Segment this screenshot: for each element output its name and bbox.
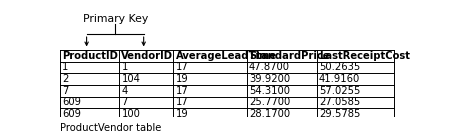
Text: ProductID: ProductID [62,51,118,61]
Text: 25.7700: 25.7700 [249,98,290,107]
Text: ProductVendor table: ProductVendor table [60,122,161,132]
Text: 1: 1 [121,62,128,72]
Text: Primary Key: Primary Key [83,14,148,24]
Text: 17: 17 [175,86,189,96]
Text: StandardPrice: StandardPrice [249,51,330,61]
Text: 19: 19 [175,74,189,84]
Text: 47.8700: 47.8700 [249,62,290,72]
Text: 50.2635: 50.2635 [319,62,360,72]
Text: 28.1700: 28.1700 [249,109,290,119]
Text: 7: 7 [62,86,69,96]
Text: 17: 17 [175,98,189,107]
Text: LastReceiptCost: LastReceiptCost [319,51,410,61]
Text: 4: 4 [121,86,128,96]
Text: 19: 19 [175,109,189,119]
Text: 609: 609 [62,98,81,107]
Text: 17: 17 [175,62,189,72]
Text: VendorID: VendorID [121,51,173,61]
Text: 100: 100 [121,109,140,119]
Text: 1: 1 [62,62,69,72]
Text: 54.3100: 54.3100 [249,86,290,96]
Text: 104: 104 [121,74,140,84]
Text: 7: 7 [121,98,128,107]
Text: 39.9200: 39.9200 [249,74,290,84]
Text: 2: 2 [62,74,69,84]
Text: 27.0585: 27.0585 [319,98,360,107]
Text: 41.9160: 41.9160 [319,74,360,84]
Text: 29.5785: 29.5785 [319,109,360,119]
Text: AverageLeadTime: AverageLeadTime [175,51,277,61]
Text: 57.0255: 57.0255 [319,86,360,96]
Text: 609: 609 [62,109,81,119]
